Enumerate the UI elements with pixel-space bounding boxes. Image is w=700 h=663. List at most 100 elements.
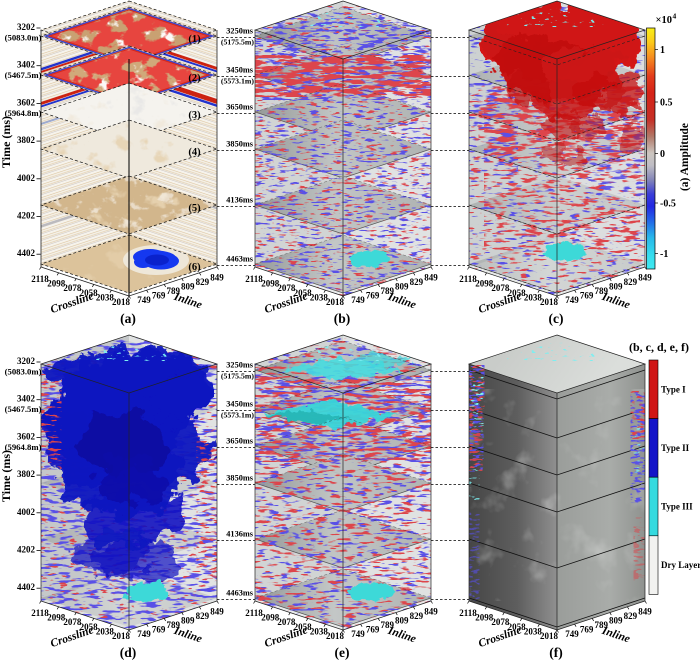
svg-text:Type II: Type II (661, 443, 690, 453)
svg-text:3850ms: 3850ms (226, 474, 254, 483)
svg-text:(5573.1m): (5573.1m) (221, 411, 255, 420)
svg-text:(6): (6) (188, 262, 201, 273)
svg-text:-1: -1 (660, 249, 668, 260)
svg-text:2058: 2058 (508, 288, 526, 298)
svg-text:829: 829 (624, 277, 638, 287)
svg-text:2118: 2118 (31, 608, 49, 618)
svg-text:3802: 3802 (17, 469, 36, 479)
svg-text:(e): (e) (335, 645, 350, 660)
svg-text:2118: 2118 (459, 608, 477, 618)
svg-text:Dry Layer: Dry Layer (661, 560, 700, 570)
svg-text:Inline: Inline (171, 290, 203, 311)
svg-text:789: 789 (594, 286, 608, 296)
svg-text:4: 4 (673, 12, 677, 21)
svg-text:×10: ×10 (656, 15, 672, 26)
svg-text:2078: 2078 (63, 283, 82, 293)
svg-text:(1): (1) (188, 34, 201, 45)
svg-text:809: 809 (609, 616, 623, 626)
svg-text:749: 749 (137, 629, 151, 639)
svg-text:2058: 2058 (294, 288, 313, 298)
svg-text:849: 849 (638, 607, 652, 617)
svg-text:(4): (4) (188, 147, 201, 158)
svg-text:Crossline: Crossline (263, 290, 309, 316)
svg-text:789: 789 (166, 620, 180, 630)
svg-text:(f): (f) (549, 645, 563, 660)
svg-text:849: 849 (424, 607, 438, 617)
svg-text:4202: 4202 (17, 211, 36, 221)
svg-text:3202: 3202 (17, 22, 36, 32)
svg-text:(5467.5m): (5467.5m) (5, 70, 42, 80)
svg-text:3602: 3602 (17, 431, 36, 441)
svg-text:2098: 2098 (261, 279, 280, 289)
svg-text:(5175.5m): (5175.5m) (221, 372, 255, 381)
svg-text:Crossline: Crossline (263, 624, 309, 650)
svg-text:1: 1 (660, 45, 665, 56)
svg-text:3250ms: 3250ms (226, 27, 254, 36)
svg-text:(3): (3) (188, 110, 201, 121)
svg-text:2098: 2098 (47, 613, 66, 623)
svg-text:0: 0 (660, 149, 665, 160)
svg-text:(5573.1m): (5573.1m) (221, 77, 255, 86)
svg-text:2058: 2058 (80, 622, 99, 632)
svg-text:2078: 2078 (491, 283, 510, 293)
svg-text:2118: 2118 (31, 274, 49, 284)
svg-text:(5083.0m): (5083.0m) (5, 33, 42, 43)
svg-text:3450ms: 3450ms (226, 66, 254, 75)
svg-text:749: 749 (137, 295, 151, 305)
svg-text:809: 809 (395, 616, 409, 626)
svg-text:(5964.8m): (5964.8m) (5, 442, 42, 452)
svg-text:809: 809 (395, 282, 409, 292)
svg-text:829: 829 (196, 277, 210, 287)
svg-text:2098: 2098 (261, 613, 280, 623)
svg-text:2098: 2098 (475, 279, 494, 289)
svg-text:749: 749 (351, 295, 365, 305)
svg-text:809: 809 (181, 616, 195, 626)
svg-text:Inline: Inline (599, 624, 631, 645)
svg-text:2018: 2018 (326, 297, 345, 307)
svg-text:Inline: Inline (171, 624, 203, 645)
svg-text:2018: 2018 (540, 631, 559, 641)
svg-text:2018: 2018 (540, 297, 559, 307)
svg-text:769: 769 (152, 291, 166, 301)
svg-text:(5): (5) (188, 203, 201, 214)
svg-text:2058: 2058 (80, 288, 99, 298)
svg-text:789: 789 (594, 620, 608, 630)
svg-text:Inline: Inline (385, 290, 417, 311)
svg-text:2118: 2118 (245, 274, 263, 284)
svg-text:2078: 2078 (277, 617, 296, 627)
svg-text:Type III: Type III (661, 502, 693, 512)
svg-text:3802: 3802 (17, 135, 36, 145)
svg-text:2038: 2038 (96, 292, 115, 302)
svg-text:809: 809 (609, 282, 623, 292)
svg-text:2018: 2018 (112, 631, 131, 641)
svg-text:Crossline: Crossline (49, 290, 95, 316)
svg-text:2018: 2018 (326, 631, 345, 641)
svg-text:849: 849 (210, 273, 224, 283)
svg-text:2038: 2038 (96, 626, 115, 636)
svg-text:4463ms: 4463ms (226, 255, 254, 264)
svg-text:769: 769 (580, 625, 594, 635)
svg-text:2058: 2058 (508, 622, 526, 632)
svg-text:(5175.5m): (5175.5m) (221, 38, 255, 47)
svg-text:4136ms: 4136ms (226, 530, 254, 539)
svg-text:4463ms: 4463ms (226, 589, 254, 598)
svg-text:2078: 2078 (277, 283, 296, 293)
svg-text:(a): (a) (120, 311, 136, 326)
svg-text:789: 789 (380, 620, 394, 630)
svg-text:Time (ms): Time (ms) (0, 450, 13, 502)
svg-text:749: 749 (351, 629, 365, 639)
svg-text:-0.5: -0.5 (660, 199, 676, 210)
svg-text:4402: 4402 (17, 248, 36, 258)
svg-text:2038: 2038 (310, 292, 329, 302)
svg-text:3650ms: 3650ms (226, 437, 254, 446)
svg-text:Time (ms): Time (ms) (0, 116, 13, 168)
svg-text:2038: 2038 (310, 626, 329, 636)
svg-text:(5964.8m): (5964.8m) (5, 108, 42, 118)
svg-text:3602: 3602 (17, 97, 36, 107)
svg-text:2098: 2098 (475, 613, 494, 623)
svg-text:(b): (b) (334, 311, 351, 326)
svg-text:829: 829 (196, 611, 210, 621)
svg-text:(d): (d) (120, 645, 137, 660)
svg-text:3850ms: 3850ms (226, 140, 254, 149)
svg-text:789: 789 (166, 286, 180, 296)
